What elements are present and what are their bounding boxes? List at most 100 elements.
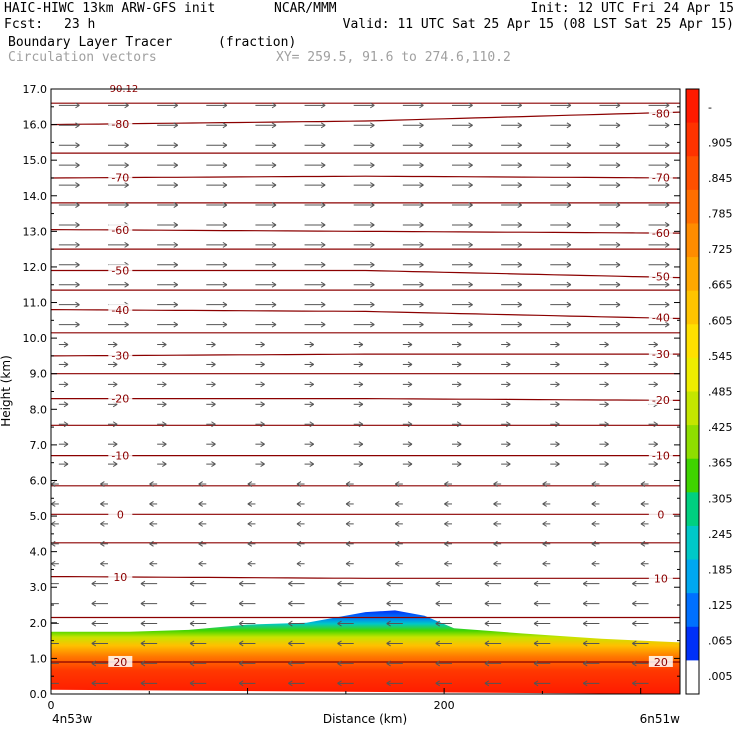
- isotherm-label: 20: [113, 656, 127, 669]
- circulation-vector: [108, 321, 129, 328]
- circulation-vector: [591, 520, 600, 527]
- circulation-vector: [247, 501, 256, 507]
- circulation-vector: [386, 680, 403, 687]
- model-title: HAIC-HIWC 13km ARW-GFS init: [4, 1, 216, 16]
- isotherm-label: -40: [652, 311, 670, 324]
- circulation-vector: [493, 560, 502, 567]
- circulation-vector: [599, 401, 609, 408]
- tracer-shading: [51, 610, 680, 694]
- circulation-vector: [353, 241, 375, 248]
- colorbar-label: .425: [708, 421, 733, 434]
- circulation-vector: [353, 401, 364, 408]
- circulation-vector: [501, 381, 511, 388]
- isotherm-label-bg: [108, 655, 133, 667]
- circulation-vector: [91, 600, 109, 607]
- circulation-vector: [444, 501, 452, 507]
- circulation-vector: [648, 142, 670, 149]
- circulation-vector: [451, 301, 473, 308]
- colorbar-swatch: [686, 89, 699, 124]
- isotherm-label: -80: [652, 108, 670, 121]
- y-tick-label: 4.0: [30, 546, 48, 559]
- circulation-vector: [157, 401, 167, 408]
- circulation-vector: [51, 481, 59, 487]
- circulation-vector: [337, 580, 354, 587]
- circulation-vector: [501, 122, 522, 129]
- circulation-vector: [353, 461, 364, 468]
- circulation-vector: [296, 560, 305, 567]
- circulation-vector: [198, 481, 207, 487]
- circulation-vector: [640, 520, 649, 527]
- circulation-vector: [189, 580, 207, 587]
- x-axis-label: Distance (km): [323, 712, 407, 726]
- forecast-hour: 23 h: [64, 17, 96, 32]
- circulation-vector: [304, 361, 314, 368]
- circulation-vector: [304, 261, 326, 268]
- circulation-vector: [599, 361, 609, 368]
- isotherm-label-bg: [648, 394, 673, 406]
- circulation-vector: [648, 202, 670, 208]
- circulation-vector: [451, 182, 473, 189]
- circulation-vector: [451, 142, 473, 149]
- circulation-vector: [648, 301, 670, 308]
- circulation-vector: [599, 182, 621, 189]
- circulation-vector: [550, 222, 572, 228]
- circulation-vector: [51, 540, 59, 547]
- circulation-vector: [255, 222, 277, 228]
- colorbar-swatch: [686, 391, 699, 426]
- colorbar-label: .845: [708, 172, 733, 185]
- circulation-vector: [189, 600, 207, 607]
- circulation-vector: [451, 122, 473, 129]
- circulation-vector: [51, 520, 59, 527]
- circulation-vector: [108, 421, 118, 428]
- circulation-vector: [206, 321, 228, 328]
- circulation-vector: [304, 202, 326, 208]
- circulation-vector: [640, 501, 649, 507]
- circulation-vector: [157, 102, 179, 109]
- circulation-vector: [337, 620, 354, 627]
- circulation-vector: [304, 381, 314, 388]
- circulation-vector: [58, 162, 80, 169]
- circulation-vector: [451, 102, 473, 109]
- isotherm-label-bg: [108, 264, 133, 276]
- circulation-vector: [550, 202, 572, 208]
- circulation-vector: [402, 321, 424, 328]
- colorbar-label: .485: [708, 386, 733, 399]
- circulation-vector: [58, 222, 80, 228]
- y-tick-label: 5.0: [30, 510, 48, 523]
- circulation-vector: [149, 501, 158, 507]
- circulation-vector: [501, 182, 522, 189]
- circulation-vector: [542, 520, 551, 527]
- circulation-vector: [255, 241, 277, 248]
- circulation-vector: [345, 560, 354, 567]
- circulation-vector: [394, 540, 403, 547]
- isotherm-label: -10: [111, 450, 129, 463]
- circulation-vector: [353, 102, 375, 109]
- circulation-vector: [238, 620, 256, 627]
- isotherm-line: [51, 111, 680, 126]
- colorbar-swatch: [686, 257, 699, 292]
- circulation-vector: [533, 660, 551, 667]
- circulation-vector: [304, 301, 326, 308]
- circulation-vector: [550, 182, 572, 189]
- circulation-vector: [238, 640, 256, 647]
- circulation-vector: [108, 162, 129, 169]
- colorbar-swatch: [686, 626, 699, 661]
- circulation-vector: [402, 461, 413, 468]
- circulation-vector: [255, 381, 265, 388]
- isotherm-label-bg: [648, 348, 673, 360]
- circulation-vector: [206, 381, 216, 388]
- circulation-vector: [108, 102, 129, 109]
- isotherm-line: [51, 269, 680, 279]
- isotherm-label: 10: [113, 571, 127, 584]
- isotherm-label-bg: [108, 508, 133, 520]
- circulation-vector: [198, 501, 207, 507]
- circulation-vector: [288, 600, 305, 607]
- isotherm-line: [51, 353, 680, 357]
- circulation-vector: [493, 501, 502, 507]
- y-tick-label: 9.0: [30, 368, 48, 381]
- y-tick-label: 13.0: [23, 225, 48, 238]
- x-tick-label: 200: [434, 699, 455, 712]
- circulation-vector: [149, 520, 158, 527]
- circulation-vector: [386, 600, 403, 607]
